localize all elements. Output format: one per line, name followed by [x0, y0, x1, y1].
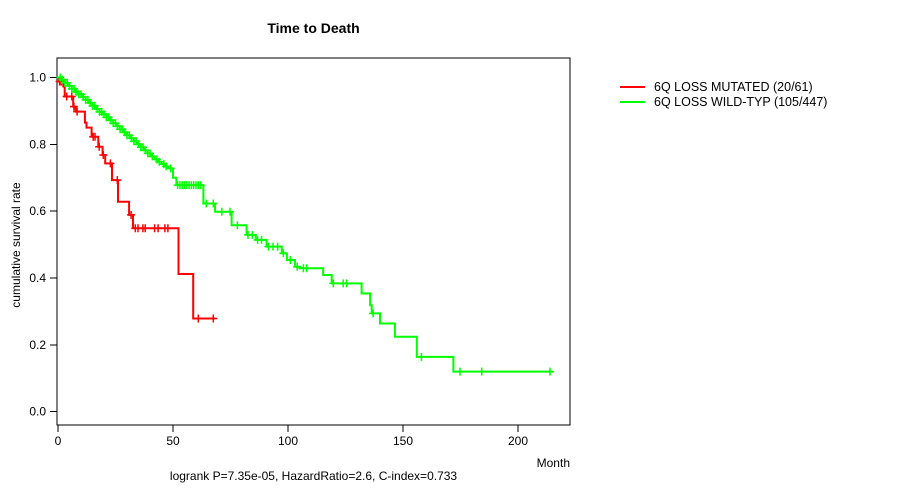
legend: 6Q LOSS MUTATED (20/61) 6Q LOSS WILD-TYP… [620, 79, 827, 109]
x-axis-label: Month [536, 456, 570, 470]
svg-text:1.0: 1.0 [29, 71, 46, 85]
chart-title: Time to Death [267, 20, 360, 36]
svg-text:0.0: 0.0 [29, 405, 46, 419]
svg-text:0.2: 0.2 [29, 338, 46, 352]
svg-text:200: 200 [508, 434, 528, 448]
legend-item-mutated: 6Q LOSS MUTATED (20/61) [620, 79, 827, 94]
legend-line-red [620, 85, 645, 88]
censor-marks-1 [56, 73, 554, 376]
svg-text:100: 100 [278, 434, 298, 448]
legend-item-wild-typ: 6Q LOSS WILD-TYP (105/447) [620, 94, 827, 109]
legend-label-wild-typ: 6Q LOSS WILD-TYP (105/447) [654, 94, 828, 109]
legend-label-mutated: 6Q LOSS MUTATED (20/61) [654, 79, 813, 94]
stats-annotation: logrank P=7.35e-05, HazardRatio=2.6, C-i… [169, 469, 458, 483]
y-axis-label: cumulative survival rate [9, 182, 23, 308]
axes: 0 50 100 150 200 0.0 0.2 0.4 0.6 0.8 1.0 [29, 57, 571, 448]
survival-curve-0 [57, 76, 216, 320]
svg-text:0: 0 [55, 434, 62, 448]
svg-text:0.4: 0.4 [29, 271, 46, 285]
svg-text:0.6: 0.6 [29, 204, 46, 218]
svg-text:150: 150 [393, 434, 413, 448]
survival-curves [55, 73, 554, 376]
legend-line-green [620, 100, 645, 103]
svg-text:50: 50 [166, 434, 180, 448]
svg-text:0.8: 0.8 [29, 137, 46, 151]
